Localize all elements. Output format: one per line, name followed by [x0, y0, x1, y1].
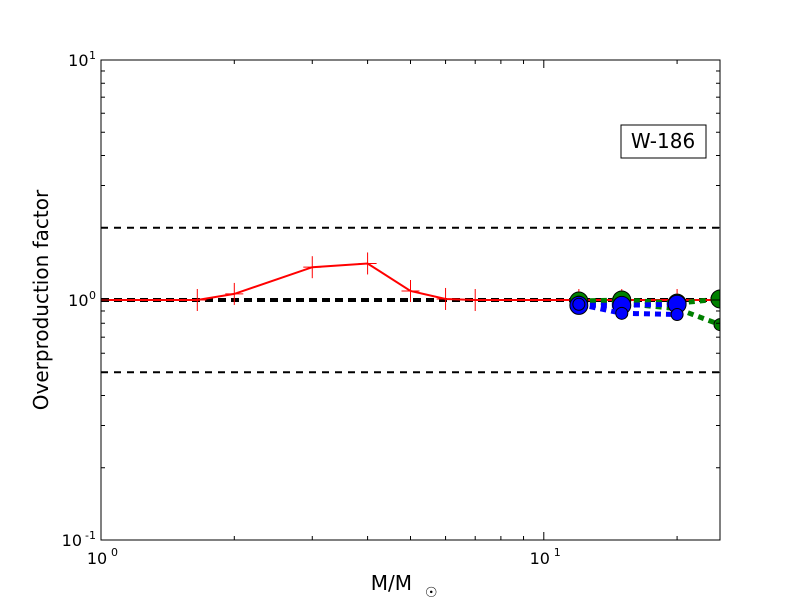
x-tick-label-1: 10 — [530, 549, 550, 568]
series-0-point-3 — [303, 256, 322, 279]
y-tick-label-exp-2: 1 — [89, 49, 96, 62]
series-group — [101, 252, 720, 332]
series-4-point-1 — [615, 306, 629, 320]
series-0-point-4 — [358, 252, 377, 275]
series-1-point-3 — [710, 289, 720, 309]
series-0-point-2 — [225, 282, 244, 305]
series-0-point-6 — [436, 287, 455, 310]
x-tick-label-0: 10 — [87, 549, 107, 568]
series-4-line — [578, 301, 678, 317]
y-tick-label-1: 10 — [68, 291, 88, 310]
y-tick-label-exp-1: 0 — [89, 289, 96, 302]
x-axis-label: M/M — [371, 571, 412, 595]
series-0-point-7 — [466, 289, 485, 311]
y-tick-label-2: 10 — [68, 51, 88, 70]
y-tick-label-exp-0: -1 — [85, 529, 96, 542]
y-tick-label-0: 10 — [62, 531, 82, 550]
series-0-point-1 — [188, 289, 207, 311]
annotation-box — [620, 124, 707, 159]
series-2-point-3 — [713, 318, 720, 332]
y-axis-label: Overproduction factor — [29, 189, 53, 410]
series-0-point-5 — [401, 280, 420, 303]
series-4-point-0 — [572, 297, 586, 311]
x-tick-label-exp-0: 0 — [111, 546, 118, 559]
x-axis-label-sub: ☉ — [425, 585, 438, 600]
annotation-label: W-186 — [631, 129, 695, 153]
x-tick-label-exp-1: 1 — [554, 546, 561, 559]
series-4-point-2 — [670, 308, 684, 322]
series-1-line — [578, 296, 720, 306]
